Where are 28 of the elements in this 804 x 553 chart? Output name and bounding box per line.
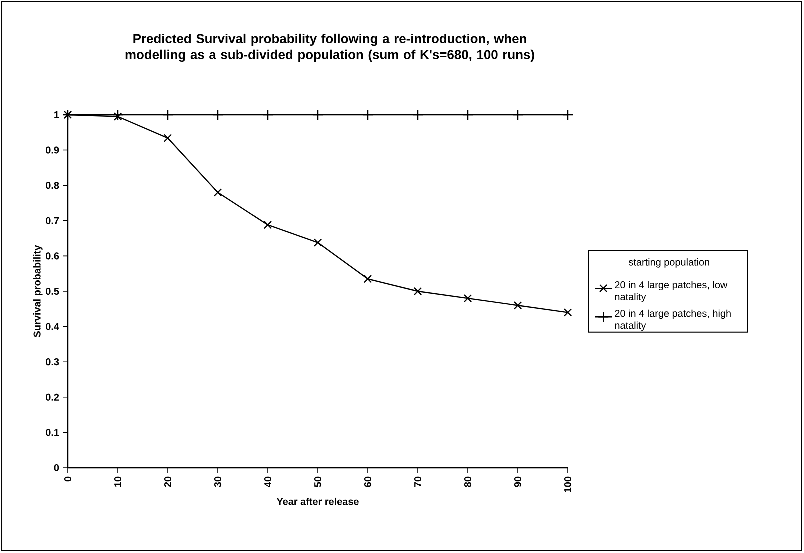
x-tick-label: 30: [214, 476, 222, 488]
x-tick-label: 80: [464, 476, 472, 488]
x-tick-label: 70: [414, 476, 422, 488]
x-tick-label: 50: [314, 476, 322, 488]
legend-title: starting population: [628, 258, 710, 268]
y-tick-label: 0.6: [46, 252, 60, 260]
y-tick-label: 0.8: [46, 182, 60, 190]
y-tick-label: 0.7: [46, 217, 60, 224]
y-tick-label: 0.2: [46, 394, 60, 401]
x-tick-label: 40: [264, 476, 272, 488]
x-tick-label: 0: [64, 476, 72, 482]
y-tick-label: 0.9: [46, 146, 60, 154]
legend-label: 20 in 4 large patches, low natality: [615, 281, 728, 302]
y-tick-label: 0: [54, 464, 60, 472]
chart-title: Predicted Survival probability following a re-introduction, when modelling as a sub-divided population (sum of K's=680, 100 runs): [126, 34, 534, 62]
x-tick-label: 90: [514, 476, 522, 488]
y-tick-label: 1: [54, 112, 60, 118]
x-tick-label: 100: [564, 476, 572, 493]
y-tick-label: 0.4: [46, 323, 60, 330]
y-tick-label: 0.5: [46, 288, 60, 296]
x-tick-label: 10: [114, 476, 122, 487]
y-axis-title: Survival probability: [34, 245, 43, 338]
legend-label: 20 in 4 large patches, high natality: [615, 310, 731, 332]
x-axis-title: Year after release: [276, 498, 359, 506]
x-tick-label: 60: [364, 476, 372, 488]
y-tick-label: 0.3: [46, 358, 60, 366]
x-tick-label: 20: [164, 476, 172, 488]
y-tick-label: 0.1: [46, 429, 60, 436]
